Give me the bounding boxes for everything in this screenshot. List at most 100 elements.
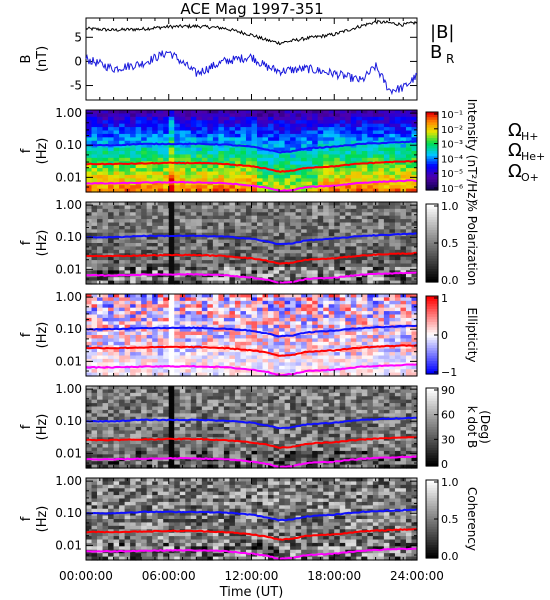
spectrogram-pixel [223, 324, 231, 329]
spectrogram-pixel [394, 304, 402, 309]
spectrogram-pixel [174, 154, 181, 159]
spectrogram-pixel [312, 219, 319, 224]
spectrogram-pixel [273, 263, 280, 268]
spectrogram-pixel [201, 300, 208, 305]
spectrogram-pixel [168, 219, 175, 224]
spectrogram-pixel [245, 208, 253, 213]
spectrogram-pixel [135, 392, 142, 397]
spectrogram-pixel [240, 243, 247, 248]
spectrogram-pixel [317, 140, 324, 145]
spectrogram-pixel [223, 123, 231, 128]
spectrogram-pixel [273, 369, 280, 374]
spectrogram-pixel [361, 219, 368, 224]
spectrogram-pixel [234, 331, 242, 336]
spectrogram-pixel [141, 362, 148, 367]
spectrogram-pixel [108, 208, 115, 213]
spectrogram-pixel [141, 314, 148, 319]
spectrogram-pixel [91, 304, 98, 309]
spectrogram-pixel [174, 232, 181, 237]
spectrogram-pixel [223, 249, 231, 254]
spectrogram-pixel [405, 304, 413, 309]
spectrogram-pixel [295, 185, 302, 190]
spectrogram-pixel [207, 249, 214, 254]
spectrogram-pixel [119, 403, 126, 408]
spectrogram-pixel [245, 369, 253, 374]
spectrogram-pixel [323, 154, 330, 159]
spectrogram-pixel [119, 212, 126, 217]
spectrogram-pixel [141, 208, 148, 213]
spectrogram-pixel [301, 355, 308, 360]
spectrogram-pixel [130, 110, 137, 115]
spectrogram-pixel [212, 140, 219, 145]
spectrogram-pixel [350, 335, 357, 340]
spectrogram-pixel [102, 413, 109, 418]
spectrogram-pixel [262, 219, 269, 224]
spectrogram-pixel [229, 345, 236, 350]
spectrogram-pixel [86, 413, 93, 418]
spectrogram-pixel [323, 225, 330, 230]
spectrogram-pixel [339, 208, 346, 213]
spectrogram-pixel [317, 154, 324, 159]
spectrogram-pixel [124, 246, 131, 251]
colorbar-cell [426, 119, 438, 123]
spectrogram-pixel [361, 352, 368, 357]
spectrogram-pixel [290, 263, 297, 268]
spectrogram-pixel [312, 324, 319, 329]
spectrogram-pixel [174, 178, 181, 183]
spectrogram-pixel [389, 185, 396, 190]
spectrogram-pixel [141, 205, 148, 210]
spectrogram-pixel [168, 144, 175, 149]
spectrogram-pixel [152, 174, 159, 179]
spectrogram-pixel [245, 110, 253, 115]
spectrogram-pixel [339, 174, 346, 179]
spectrogram-pixel [378, 266, 385, 271]
spectrogram-pixel [168, 263, 175, 268]
spectrogram-pixel [234, 171, 242, 176]
spectrogram-pixel [163, 362, 170, 367]
spectrogram-pixel [240, 229, 247, 234]
spectrogram-pixel [383, 266, 391, 271]
spectrogram-pixel [372, 314, 379, 319]
spectrogram-pixel [108, 362, 115, 367]
spectrogram-pixel [207, 120, 214, 125]
spectrogram-pixel [86, 168, 93, 173]
spectrogram-pixel [251, 345, 258, 350]
spectrogram-pixel [317, 219, 324, 224]
spectrogram-pixel [86, 433, 93, 438]
spectrogram-pixel [102, 348, 109, 353]
spectrogram-pixel [190, 127, 197, 132]
spectrogram-pixel [240, 314, 247, 319]
spectrogram-pixel [361, 154, 368, 159]
spectrogram-pixel [317, 331, 324, 336]
spectrogram-pixel [301, 164, 308, 169]
spectrogram-pixel [290, 140, 297, 145]
spectrogram-pixel [356, 260, 363, 265]
spectrogram-pixel [361, 263, 368, 268]
spectrogram-pixel [301, 205, 308, 210]
spectrogram-pixel [229, 185, 236, 190]
spectrogram-pixel [361, 362, 368, 367]
spectrogram-pixel [350, 304, 357, 309]
spectrogram-pixel [257, 294, 264, 299]
spectrogram-pixel [124, 307, 131, 312]
spectrogram-pixel [328, 168, 335, 173]
spectrogram-pixel [411, 130, 418, 135]
spectrogram-pixel [350, 249, 357, 254]
spectrogram-pixel [378, 110, 385, 115]
spectrogram-pixel [345, 229, 352, 234]
spectrogram-pixel [301, 116, 308, 121]
spectrogram-pixel [383, 154, 391, 159]
spectrogram-pixel [389, 300, 396, 305]
spectrogram-pixel [91, 444, 98, 449]
spectrogram-pixel [91, 416, 98, 421]
spectrogram-pixel [91, 280, 98, 285]
spectrogram-pixel [229, 229, 236, 234]
spectrogram-pixel [223, 130, 231, 135]
spectrogram-pixel [174, 229, 181, 234]
spectrogram-pixel [367, 243, 374, 248]
spectrogram-pixel [306, 294, 313, 299]
spectrogram-pixel [405, 133, 413, 138]
spectrogram-pixel [251, 127, 258, 132]
spectrogram-pixel [146, 321, 153, 326]
spectrogram-pixel [279, 171, 286, 176]
